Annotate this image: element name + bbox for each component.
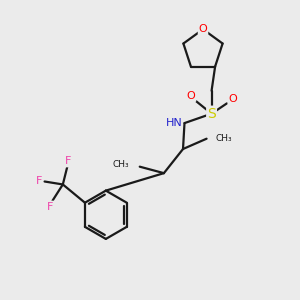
- Text: F: F: [35, 176, 42, 186]
- Text: CH₃: CH₃: [216, 134, 232, 142]
- Text: O: O: [228, 94, 237, 104]
- Text: F: F: [65, 157, 71, 166]
- Text: CH₃: CH₃: [113, 160, 129, 169]
- Text: F: F: [47, 202, 53, 212]
- Text: HN: HN: [165, 118, 182, 128]
- Text: O: O: [187, 91, 195, 101]
- Text: O: O: [199, 24, 207, 34]
- Text: S: S: [207, 107, 216, 121]
